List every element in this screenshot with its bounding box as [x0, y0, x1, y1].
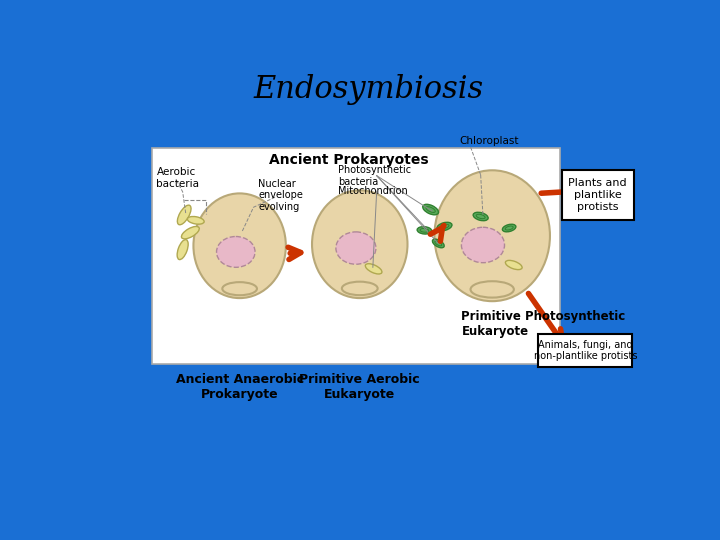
- Ellipse shape: [194, 193, 286, 298]
- Text: Primitive Aerobic
Eukaryote: Primitive Aerobic Eukaryote: [300, 373, 420, 401]
- Text: Endosymbiosis: Endosymbiosis: [254, 74, 484, 105]
- Text: Photosynthetic
bacteria: Photosynthetic bacteria: [338, 165, 411, 186]
- Ellipse shape: [417, 227, 432, 234]
- Text: Primitive Photosynthetic
Eukaryote: Primitive Photosynthetic Eukaryote: [462, 309, 626, 338]
- Ellipse shape: [342, 282, 378, 295]
- Ellipse shape: [462, 227, 505, 262]
- Bar: [152, 148, 560, 363]
- Text: Chloroplast: Chloroplast: [460, 136, 519, 146]
- Ellipse shape: [365, 264, 382, 274]
- Ellipse shape: [177, 240, 188, 260]
- Text: Nuclear
envelope
evolving: Nuclear envelope evolving: [258, 179, 303, 212]
- Ellipse shape: [434, 170, 550, 301]
- Text: Animals, fungi, and
non-plantlike protists: Animals, fungi, and non-plantlike protis…: [534, 340, 637, 361]
- Text: Mitochondrion: Mitochondrion: [338, 186, 408, 197]
- Ellipse shape: [423, 204, 438, 215]
- Ellipse shape: [433, 239, 444, 248]
- Ellipse shape: [437, 222, 452, 231]
- Ellipse shape: [505, 260, 522, 269]
- Text: Ancient Prokaryotes: Ancient Prokaryotes: [269, 153, 428, 167]
- Ellipse shape: [473, 212, 488, 221]
- FancyBboxPatch shape: [539, 334, 632, 367]
- Ellipse shape: [312, 190, 408, 298]
- Ellipse shape: [336, 232, 376, 264]
- Ellipse shape: [471, 281, 514, 298]
- Ellipse shape: [177, 205, 191, 225]
- Ellipse shape: [503, 224, 516, 232]
- Text: Aerobic
bacteria: Aerobic bacteria: [156, 167, 199, 189]
- Ellipse shape: [187, 217, 204, 224]
- Text: Ancient Anaerobic
Prokaryote: Ancient Anaerobic Prokaryote: [176, 373, 304, 401]
- Text: Plants and
plantlike
protists: Plants and plantlike protists: [568, 178, 627, 212]
- Ellipse shape: [181, 226, 199, 239]
- FancyBboxPatch shape: [562, 170, 634, 220]
- Ellipse shape: [217, 237, 255, 267]
- Ellipse shape: [222, 282, 257, 295]
